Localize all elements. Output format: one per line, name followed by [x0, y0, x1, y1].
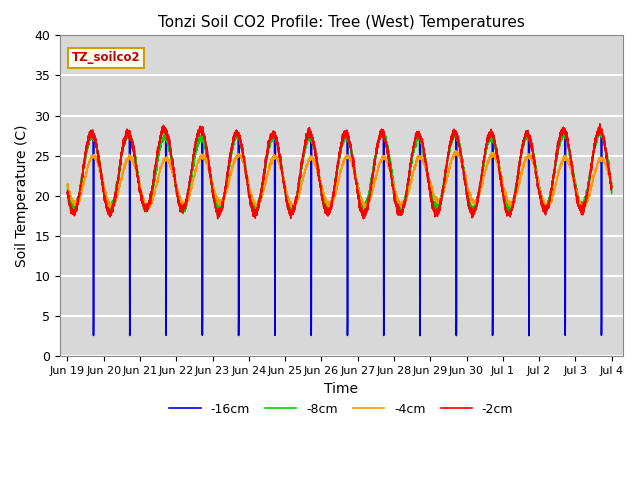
-8cm [121, 139, 129, 144]
-8cm [326, 202, 334, 208]
-2cm [326, 205, 334, 211]
Y-axis label: Soil Temperature (C): Soil Temperature (C) [15, 125, 29, 267]
-2cm [608, 183, 616, 189]
-8cm [596, 127, 604, 132]
X-axis label: Time: Time [324, 382, 358, 396]
-16cm [326, 205, 334, 211]
Line: -2cm: -2cm [67, 124, 612, 219]
-4cm [441, 183, 449, 189]
Title: Tonzi Soil CO2 Profile: Tree (West) Temperatures: Tonzi Soil CO2 Profile: Tree (West) Temp… [158, 15, 525, 30]
-16cm [63, 190, 71, 196]
-16cm [484, 134, 492, 140]
-8cm [246, 195, 254, 201]
-2cm [441, 178, 449, 183]
-4cm [326, 201, 334, 207]
-16cm [121, 136, 129, 142]
-4cm [63, 182, 71, 188]
-8cm [129, 141, 137, 147]
-16cm [246, 196, 254, 202]
-2cm [246, 196, 254, 202]
Legend: -16cm, -8cm, -4cm, -2cm: -16cm, -8cm, -4cm, -2cm [164, 398, 518, 420]
-4cm [452, 148, 460, 154]
-4cm [484, 158, 492, 164]
-2cm [63, 191, 71, 197]
-4cm [121, 163, 129, 168]
-4cm [246, 190, 254, 195]
-16cm [129, 143, 137, 149]
-2cm [121, 137, 129, 143]
-2cm [360, 216, 367, 222]
-4cm [608, 184, 616, 190]
-16cm [416, 333, 424, 338]
-8cm [179, 211, 187, 216]
-8cm [608, 191, 616, 196]
-4cm [145, 206, 152, 212]
Line: -4cm: -4cm [67, 151, 612, 209]
-16cm [441, 177, 449, 182]
-16cm [596, 123, 604, 129]
Line: -16cm: -16cm [67, 126, 612, 336]
-4cm [129, 159, 137, 165]
-2cm [484, 134, 492, 140]
-2cm [596, 121, 604, 127]
-8cm [63, 183, 71, 189]
-16cm [608, 184, 616, 190]
Text: TZ_soilco2: TZ_soilco2 [72, 51, 140, 64]
-8cm [441, 177, 449, 182]
Line: -8cm: -8cm [67, 130, 612, 214]
-8cm [484, 141, 492, 146]
-2cm [129, 142, 137, 148]
